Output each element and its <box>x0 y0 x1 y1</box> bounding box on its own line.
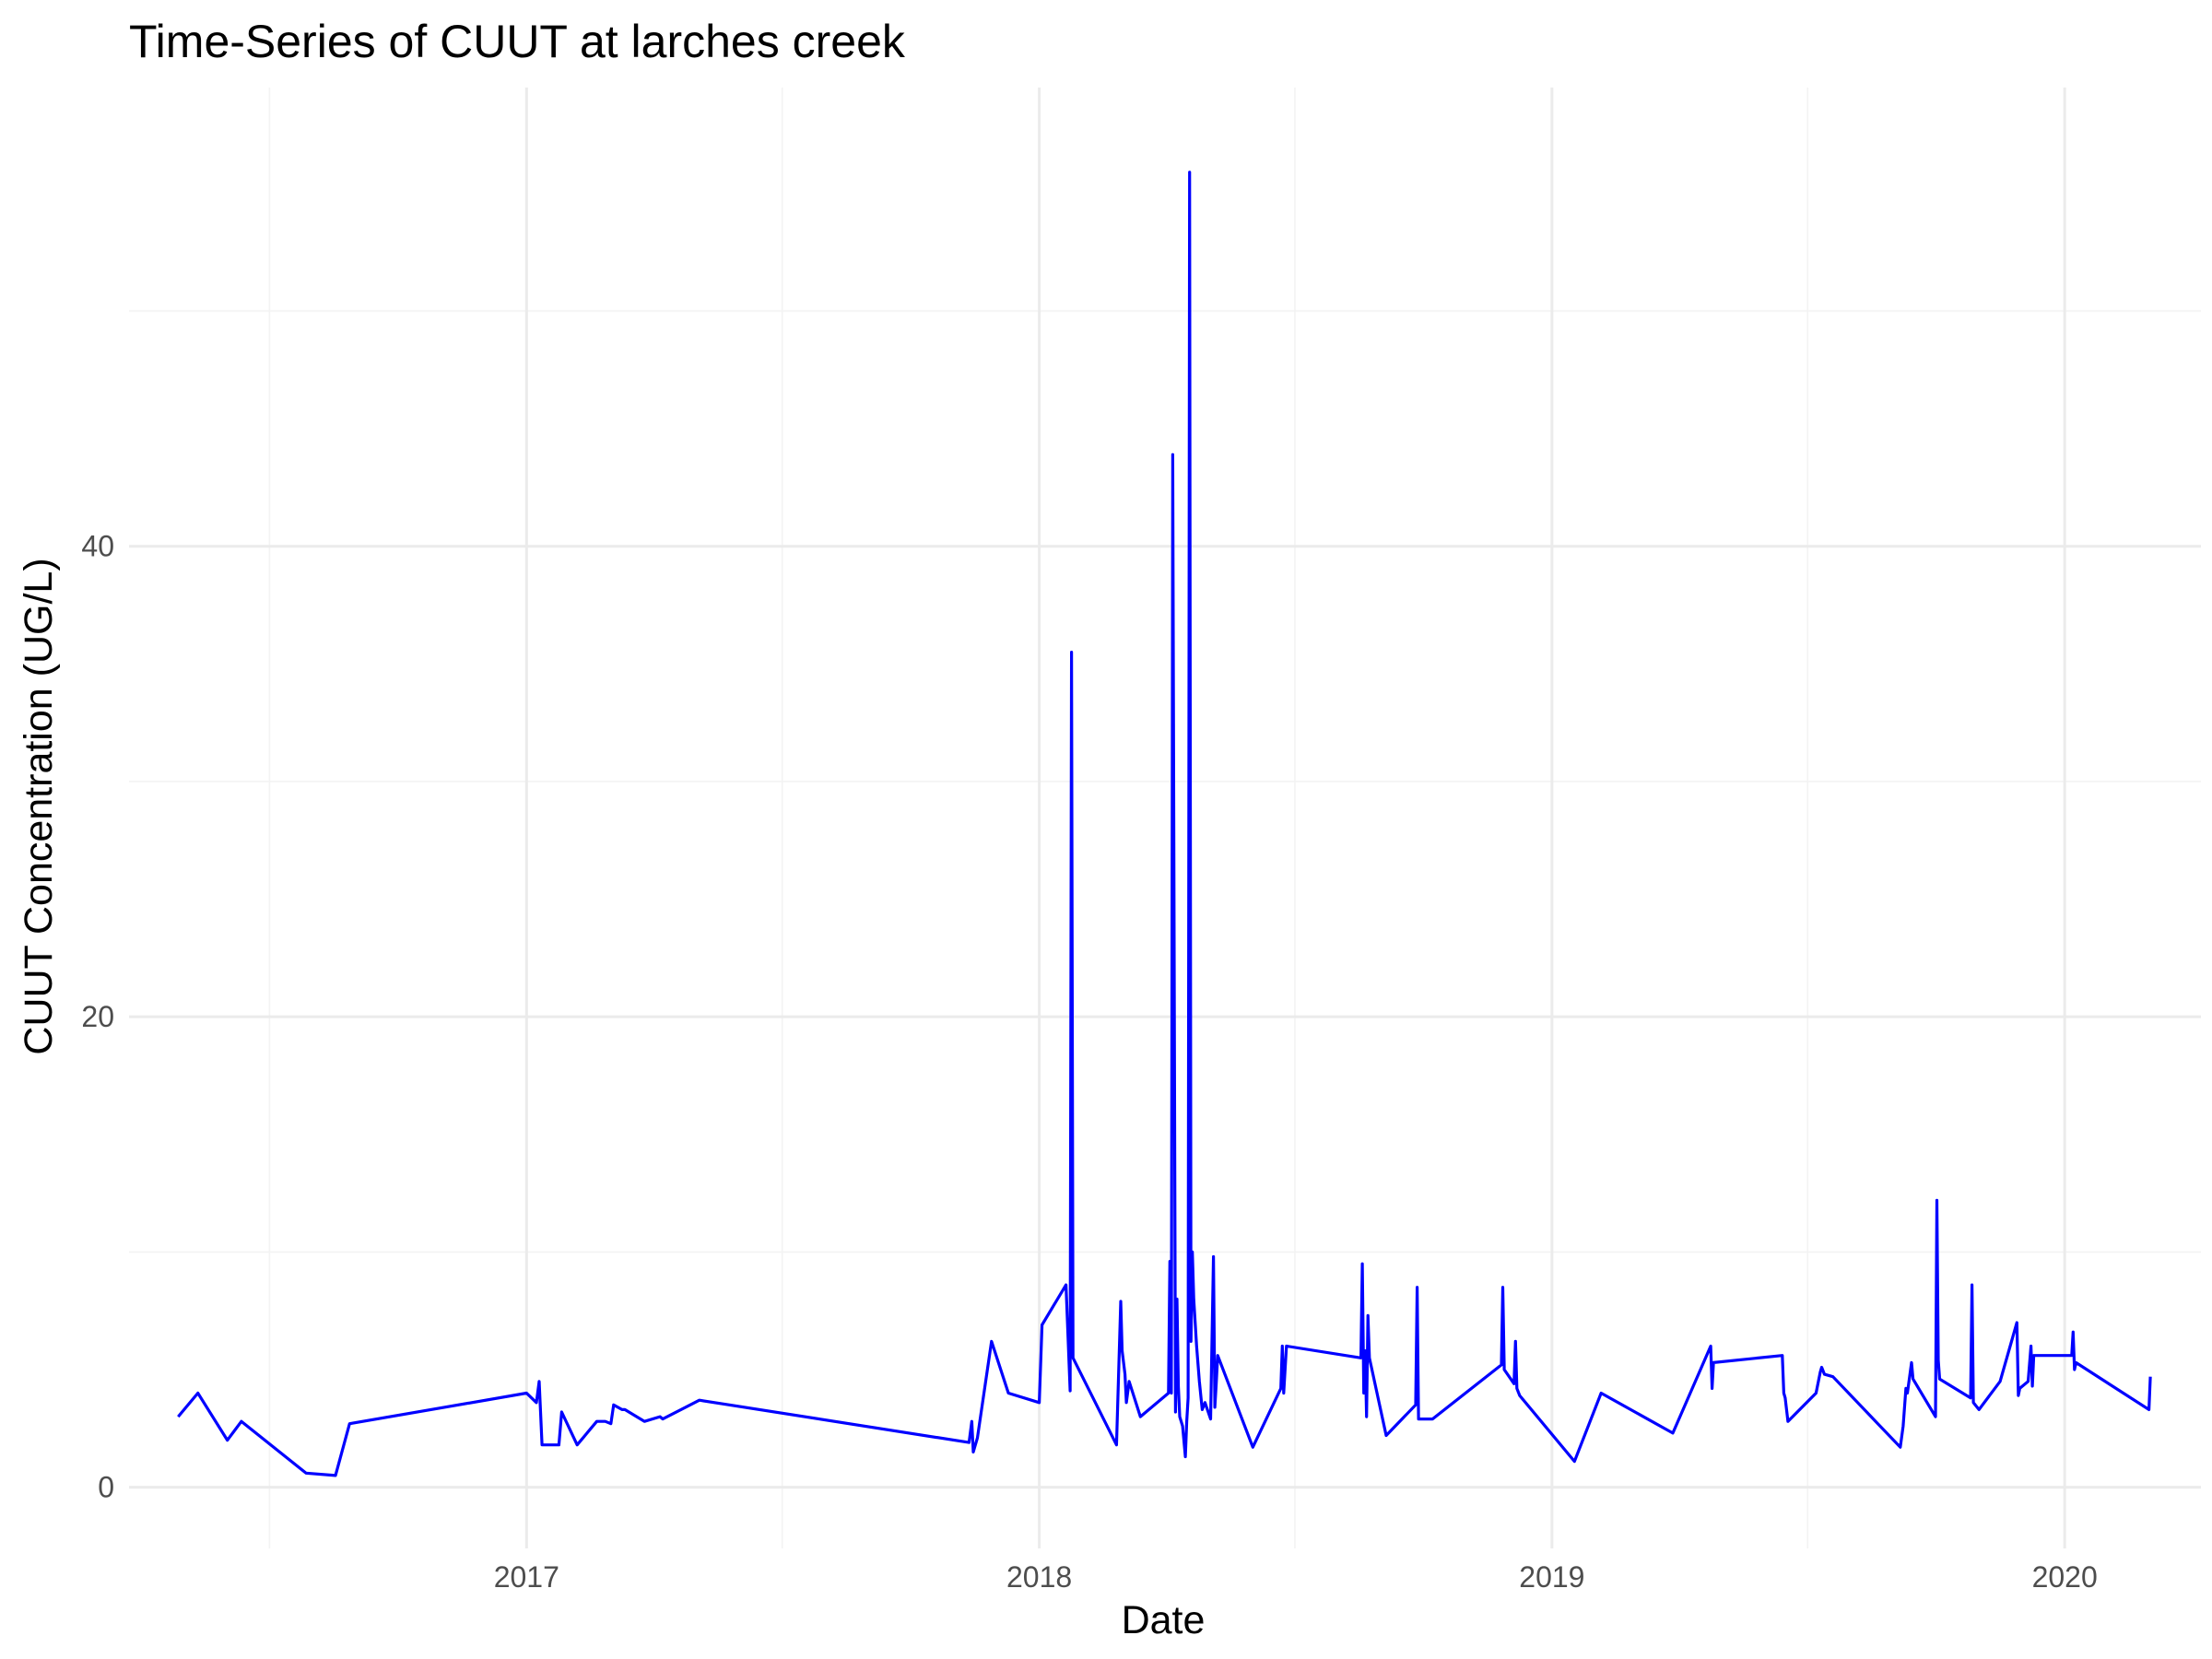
series-line <box>177 171 2152 1477</box>
minor-gridlines <box>129 88 2201 1548</box>
x-tick-label: 2019 <box>1519 1560 1584 1594</box>
y-tick-label: 0 <box>98 1471 114 1504</box>
chart-title: Time-Series of CUUT at larches creek <box>129 16 906 67</box>
x-axis-label: Date <box>1122 1598 1206 1642</box>
x-tick-label: 2018 <box>1006 1560 1072 1594</box>
x-axis-tick-labels: 2017 2018 2019 2020 <box>494 1560 2098 1594</box>
y-tick-label: 40 <box>81 530 114 563</box>
x-tick-label: 2020 <box>2032 1560 2098 1594</box>
y-tick-label: 20 <box>81 1000 114 1033</box>
major-gridlines <box>129 88 2201 1548</box>
x-tick-label: 2017 <box>494 1560 559 1594</box>
y-axis-label: CUUT Concentration (UG/L) <box>17 558 61 1054</box>
y-axis-tick-labels: 0 20 40 <box>81 530 114 1504</box>
series-layer <box>177 171 2152 1477</box>
